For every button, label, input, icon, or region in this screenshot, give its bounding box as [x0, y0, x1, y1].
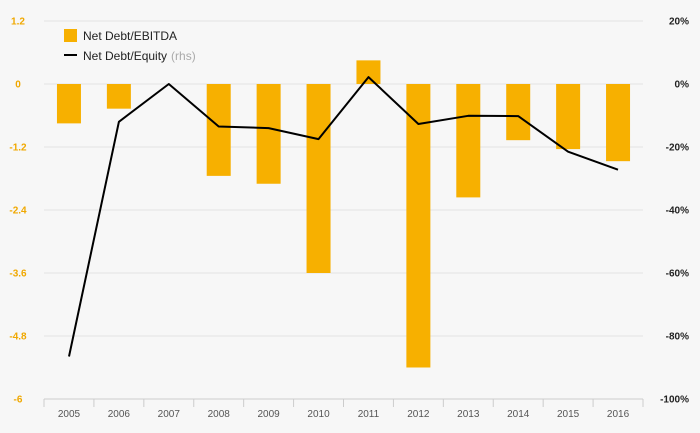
bar — [356, 60, 381, 84]
y-left-tick-label: -1.2 — [9, 143, 27, 154]
legend-label: Net Debt/EBITDA — [83, 29, 177, 43]
bar — [106, 84, 131, 109]
bar — [506, 84, 531, 141]
y-left-tick-label: -2.4 — [9, 206, 27, 217]
x-tick-label: 2006 — [108, 409, 131, 420]
x-tick-label: 2013 — [457, 409, 480, 420]
bar — [206, 84, 231, 176]
y-left-tick-label: 1.2 — [11, 17, 25, 28]
x-tick-label: 2016 — [607, 409, 630, 420]
x-tick-label: 2008 — [208, 409, 231, 420]
bar — [456, 84, 481, 198]
y-left-tick-label: 0 — [15, 80, 21, 91]
legend-note: (rhs) — [171, 49, 196, 63]
y-right-tick-label: 0% — [675, 80, 690, 91]
legend-label: Net Debt/Equity — [83, 49, 167, 63]
bar — [256, 84, 281, 184]
legend-swatch-bar — [64, 29, 77, 42]
x-tick-label: 2007 — [158, 409, 181, 420]
x-tick-label: 2005 — [58, 409, 81, 420]
x-tick-label: 2011 — [358, 409, 380, 420]
y-right-tick-label: -40% — [666, 206, 689, 217]
x-tick-label: 2010 — [307, 409, 330, 420]
bar — [556, 84, 581, 150]
x-tick-label: 2015 — [557, 409, 580, 420]
bar — [606, 84, 631, 162]
bar — [406, 84, 431, 368]
y-right-tick-label: -60% — [666, 269, 689, 280]
y-left-tick-label: -6 — [14, 395, 23, 406]
bar — [56, 84, 81, 124]
y-left-tick-label: -3.6 — [9, 269, 27, 280]
series-line — [68, 76, 619, 357]
y-right-tick-label: -20% — [666, 143, 689, 154]
y-left-tick-label: -4.8 — [9, 332, 27, 343]
x-tick-label: 2009 — [258, 409, 281, 420]
bar — [306, 84, 331, 273]
y-right-tick-label: 20% — [669, 17, 689, 28]
x-tick-label: 2014 — [507, 409, 530, 420]
y-right-tick-label: -100% — [660, 395, 689, 406]
x-tick-label: 2012 — [407, 409, 430, 420]
y-right-tick-label: -80% — [666, 332, 689, 343]
